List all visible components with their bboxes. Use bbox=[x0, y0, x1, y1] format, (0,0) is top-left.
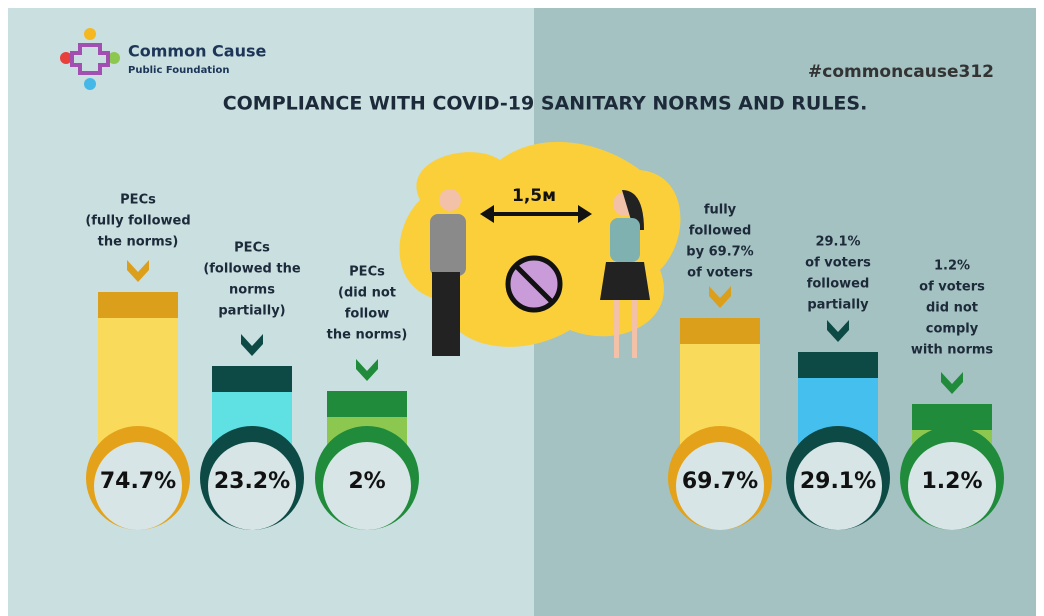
value-circle bbox=[908, 442, 996, 530]
bar-band bbox=[327, 391, 407, 417]
group-label: the norms) bbox=[98, 235, 179, 250]
group-label: fully bbox=[704, 203, 737, 218]
value-circle bbox=[676, 442, 764, 530]
group-label: PECs bbox=[120, 193, 156, 208]
group-label: of voters bbox=[919, 280, 985, 295]
value-circle bbox=[208, 442, 296, 530]
group-label: with norms bbox=[911, 343, 994, 358]
group-label: PECs bbox=[349, 265, 385, 280]
illustration bbox=[399, 141, 681, 358]
group-label: 29.1% bbox=[815, 235, 860, 250]
logo-name: Common Cause bbox=[128, 42, 266, 61]
chevron bbox=[356, 359, 378, 381]
logo bbox=[60, 28, 120, 90]
group-label: partially) bbox=[218, 304, 285, 319]
bar-band bbox=[912, 404, 992, 430]
group-label: (followed the bbox=[203, 262, 300, 277]
value: 69.7% bbox=[682, 469, 758, 494]
bar-band bbox=[98, 292, 178, 318]
group-label: partially bbox=[807, 298, 869, 313]
value: 29.1% bbox=[800, 469, 876, 494]
value: 2% bbox=[348, 469, 385, 494]
chevron bbox=[127, 260, 149, 282]
group-label: PECs bbox=[234, 241, 270, 256]
group-label: by 69.7% bbox=[686, 245, 753, 260]
group-label: of voters bbox=[687, 266, 753, 281]
group-label: follow bbox=[345, 307, 389, 322]
logo-sub: Public Foundation bbox=[128, 65, 230, 76]
value: 1.2% bbox=[921, 469, 982, 494]
group-label: of voters bbox=[805, 256, 871, 271]
group-label: did not bbox=[926, 301, 978, 316]
value-circle bbox=[794, 442, 882, 530]
bar-band bbox=[680, 318, 760, 344]
value-circle bbox=[323, 442, 411, 530]
value: 74.7% bbox=[100, 469, 176, 494]
group-label: (fully followed bbox=[85, 214, 190, 229]
group-label: norms bbox=[229, 283, 275, 298]
bar-band bbox=[212, 366, 292, 392]
value: 23.2% bbox=[214, 469, 290, 494]
group-label: 1.2% bbox=[934, 259, 970, 274]
value-circle bbox=[94, 442, 182, 530]
bar-band bbox=[798, 352, 878, 378]
group-label: followed bbox=[807, 277, 870, 292]
title: COMPLIANCE WITH COVID-19 SANITARY NORMS … bbox=[223, 93, 868, 115]
chevron bbox=[941, 372, 963, 394]
group-label: (did not bbox=[338, 286, 396, 301]
group-label: followed bbox=[689, 224, 752, 239]
chevron bbox=[827, 320, 849, 342]
chevron bbox=[241, 334, 263, 356]
chevron bbox=[709, 286, 731, 308]
group-label: comply bbox=[926, 322, 979, 337]
group-label: the norms) bbox=[327, 328, 408, 343]
distance: 1,5м bbox=[512, 186, 556, 206]
hashtag: #commoncause312 bbox=[808, 62, 994, 82]
